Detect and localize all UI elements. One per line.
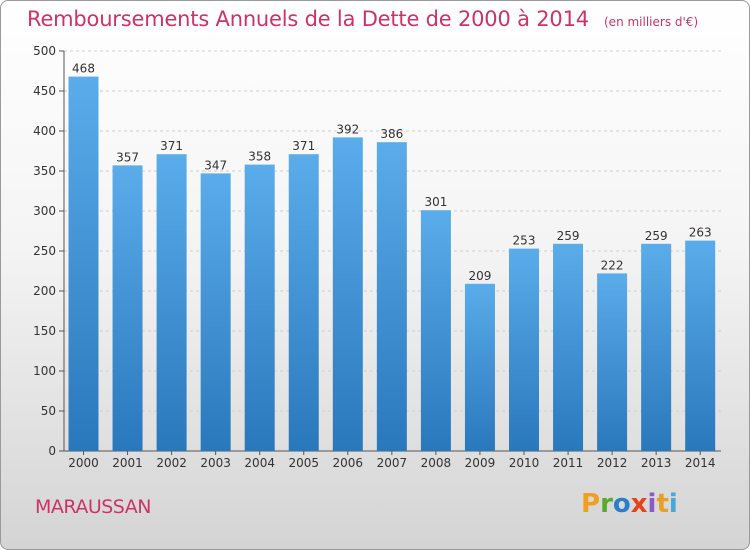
y-tick-label: 150	[33, 324, 56, 338]
x-tick-label: 2008	[421, 456, 452, 470]
logo-letter: r	[600, 489, 613, 519]
bar-value-label: 259	[645, 229, 668, 243]
x-tick-label: 2004	[244, 456, 275, 470]
bar	[420, 210, 451, 451]
bar	[288, 154, 319, 451]
x-tick-label: 2013	[641, 456, 672, 470]
y-tick-label: 350	[33, 164, 56, 178]
bar	[332, 137, 363, 451]
y-tick-label: 100	[33, 364, 56, 378]
bar	[597, 273, 628, 451]
x-tick-label: 2001	[112, 456, 143, 470]
logo-letter: x	[630, 489, 648, 519]
bar	[464, 283, 495, 451]
y-tick-label: 50	[41, 404, 56, 418]
bar-value-label: 253	[513, 234, 536, 248]
bar	[509, 248, 539, 451]
y-tick-label: 300	[33, 204, 56, 218]
bar	[376, 142, 407, 451]
bar-value-label: 358	[248, 150, 271, 164]
bar	[244, 164, 275, 451]
y-tick-label: 500	[33, 44, 56, 58]
bar	[156, 154, 187, 451]
x-tick-label: 2009	[465, 456, 496, 470]
logo-letter: o	[612, 489, 631, 519]
bar-value-label: 468	[72, 62, 95, 76]
bar	[68, 76, 99, 451]
bar	[641, 243, 672, 451]
bar-value-label: 347	[204, 158, 227, 172]
bar	[553, 243, 584, 451]
y-tick-label: 400	[33, 124, 56, 138]
x-tick-label: 2012	[597, 456, 628, 470]
logo-letter: i	[668, 489, 678, 519]
title-block: Remboursements Annuels de la Dette de 20…	[27, 7, 698, 31]
x-tick-label: 2006	[333, 456, 364, 470]
bar-value-label: 209	[468, 269, 491, 283]
x-tick-label: 2010	[509, 456, 540, 470]
bar-value-label: 386	[380, 127, 403, 141]
y-tick-label: 200	[33, 284, 56, 298]
logo-letter: P	[581, 489, 601, 519]
bar	[112, 165, 143, 451]
chart-title: Remboursements Annuels de la Dette de 20…	[27, 7, 589, 31]
x-tick-label: 2014	[685, 456, 716, 470]
bar-value-label: 259	[557, 229, 580, 243]
proxiti-logo: Proxiti	[581, 489, 678, 519]
x-tick-label: 2002	[156, 456, 187, 470]
bar-value-label: 263	[689, 226, 712, 240]
bar-value-label: 371	[160, 139, 183, 153]
commune-name: MARAUSSAN	[35, 496, 151, 518]
chart-unit: (en milliers d'€)	[604, 15, 699, 29]
x-tick-label: 2007	[377, 456, 408, 470]
bar-value-label: 222	[601, 258, 624, 272]
bar-value-label: 357	[116, 150, 139, 164]
bar-value-label: 301	[424, 195, 447, 209]
bar-value-label: 371	[292, 139, 315, 153]
logo-letter: t	[656, 489, 669, 519]
x-tick-label: 2011	[553, 456, 584, 470]
y-tick-label: 0	[48, 444, 56, 458]
logo-letter: i	[647, 489, 657, 519]
bar	[685, 240, 716, 451]
y-tick-label: 450	[33, 84, 56, 98]
x-tick-label: 2003	[200, 456, 231, 470]
bar-value-label: 392	[336, 122, 359, 136]
x-tick-label: 2000	[68, 456, 99, 470]
y-tick-label: 250	[33, 244, 56, 258]
bar	[200, 173, 231, 451]
x-tick-label: 2005	[288, 456, 319, 470]
